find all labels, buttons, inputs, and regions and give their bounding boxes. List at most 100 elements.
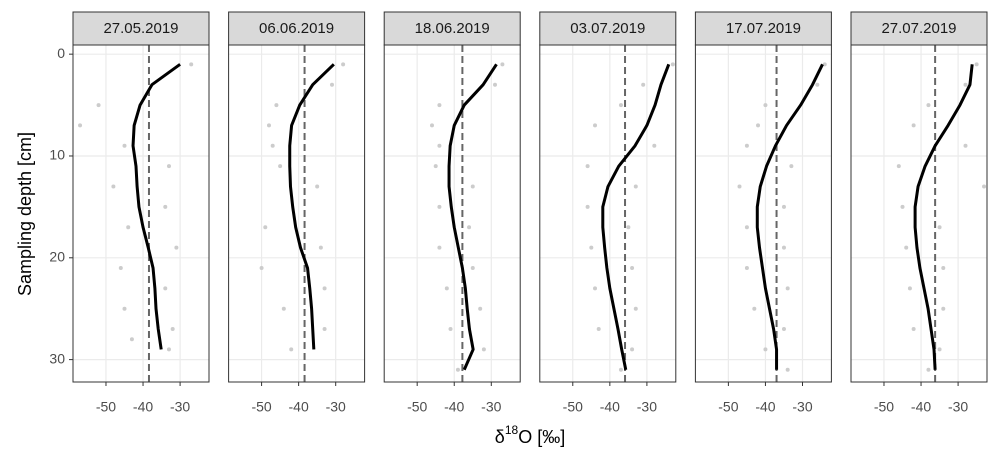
x-tick-label: -30	[637, 399, 657, 415]
sample-point	[626, 225, 631, 230]
x-tick-label: -50	[96, 399, 116, 415]
sample-point	[670, 62, 675, 67]
sample-point	[618, 367, 623, 372]
sample-point	[756, 123, 761, 128]
sample-point	[963, 82, 968, 87]
sample-point	[963, 143, 968, 148]
sample-point	[122, 143, 127, 148]
sample-point	[263, 225, 268, 230]
x-title-symbol: δ	[495, 427, 505, 447]
strip	[694, 11, 832, 46]
strip-label: 17.07.2019	[726, 20, 801, 37]
sample-point	[752, 306, 757, 311]
sample-point	[174, 245, 179, 250]
sample-point	[129, 337, 134, 342]
x-tick-label: -30	[326, 399, 346, 415]
sample-point	[630, 265, 635, 270]
sample-point	[448, 327, 453, 332]
sample-point	[274, 103, 279, 108]
sample-point	[974, 62, 979, 67]
sample-point	[618, 103, 623, 108]
sample-point	[926, 103, 931, 108]
sample-point	[815, 82, 820, 87]
sample-point	[941, 265, 946, 270]
panel-background	[695, 45, 832, 382]
x-tick-label: -40	[600, 399, 620, 415]
sample-point	[189, 62, 194, 67]
profile-line	[288, 63, 335, 350]
strip-label: 18.06.2019	[415, 20, 490, 37]
sample-point	[937, 225, 942, 230]
x-tick-label: -40	[755, 399, 775, 415]
sample-point	[785, 286, 790, 291]
profile-line	[755, 63, 824, 370]
sample-point	[593, 123, 598, 128]
sample-point	[278, 164, 283, 169]
sample-point	[737, 184, 742, 189]
sample-point	[822, 62, 827, 67]
strip-label: 03.07.2019	[570, 20, 645, 37]
y-tick-label: 10	[49, 147, 65, 163]
sample-point	[900, 204, 905, 209]
sample-point	[911, 327, 916, 332]
y-tick-label: 20	[49, 248, 65, 264]
profile-line	[913, 64, 974, 370]
x-axis-title: δ18O [‰]	[495, 423, 565, 447]
x-tick-label: -30	[481, 399, 501, 415]
x-tick-label: -30	[948, 399, 968, 415]
sample-point	[633, 184, 638, 189]
sample-point	[500, 62, 505, 67]
sample-point	[763, 103, 768, 108]
sample-point	[470, 184, 475, 189]
sample-point	[78, 123, 83, 128]
sample-point	[437, 103, 442, 108]
sample-point	[470, 265, 475, 270]
sample-point	[322, 327, 327, 332]
profile-line	[131, 63, 181, 350]
panel-background	[228, 45, 365, 382]
x-tick-label: -40	[444, 399, 464, 415]
strip	[228, 11, 366, 46]
x-tick-label: -40	[911, 399, 931, 415]
sample-point	[455, 367, 460, 372]
sample-point	[789, 164, 794, 169]
x-tick-label: -50	[874, 399, 894, 415]
strip-label: 27.05.2019	[103, 20, 178, 37]
x-tick-label: -50	[563, 399, 583, 415]
sample-point	[122, 306, 127, 311]
sample-point	[926, 367, 931, 372]
sample-point	[785, 367, 790, 372]
sample-point	[781, 204, 786, 209]
sample-point	[585, 204, 590, 209]
sample-point	[596, 327, 601, 332]
sample-point	[652, 143, 657, 148]
profile-line	[601, 63, 671, 371]
sample-point	[982, 184, 987, 189]
sample-point	[593, 286, 598, 291]
sample-point	[329, 82, 334, 87]
sample-point	[781, 327, 786, 332]
sample-point	[641, 82, 646, 87]
sample-point	[589, 245, 594, 250]
sample-point	[437, 143, 442, 148]
sample-point	[744, 143, 749, 148]
sample-point	[266, 123, 271, 128]
x-title-rest: O [‰]	[518, 427, 565, 447]
strip	[383, 11, 521, 46]
sample-point	[437, 204, 442, 209]
sample-point	[585, 164, 590, 169]
sample-point	[481, 347, 486, 352]
sample-point	[170, 327, 175, 332]
sample-point	[437, 245, 442, 250]
sample-point	[904, 245, 909, 250]
sample-point	[163, 286, 168, 291]
x-tick-label: -50	[251, 399, 271, 415]
sample-point	[341, 62, 346, 67]
sample-point	[937, 347, 942, 352]
x-tick-label: -50	[718, 399, 738, 415]
sample-point	[744, 265, 749, 270]
sample-point	[111, 184, 116, 189]
sample-point	[430, 123, 435, 128]
sample-point	[433, 164, 438, 169]
